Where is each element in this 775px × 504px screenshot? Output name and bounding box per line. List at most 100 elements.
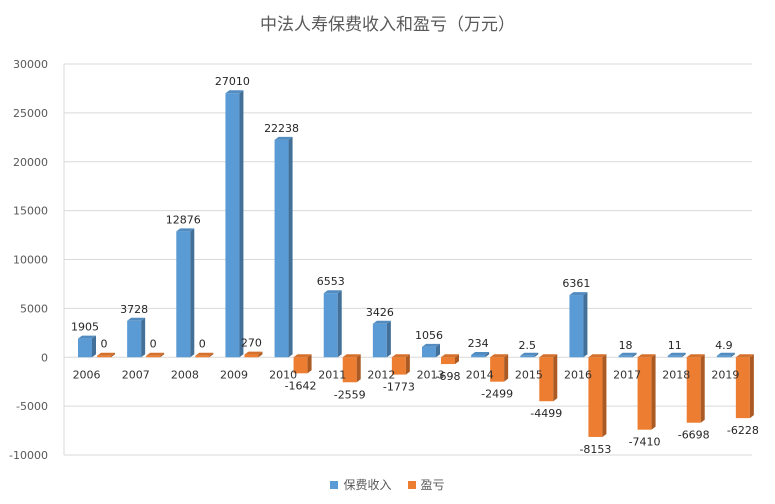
- bar-premium-front: [471, 354, 486, 358]
- y-tick-label: 5000: [20, 302, 48, 315]
- data-label-profit-loss: 0: [199, 337, 206, 350]
- bar-profit-loss-top: [146, 352, 165, 356]
- bar-profit-loss-side: [307, 354, 312, 374]
- data-label-profit-loss: 270: [241, 337, 262, 350]
- bar-premium-side: [386, 320, 391, 358]
- data-label-premium: 3728: [120, 303, 148, 316]
- bar-profit-loss-side: [356, 354, 361, 383]
- bar-premium-side: [583, 292, 588, 358]
- data-label-profit-loss: -2559: [334, 388, 366, 401]
- data-label-premium: 234: [468, 337, 489, 350]
- data-label-profit-loss: -6228: [727, 424, 759, 437]
- y-tick-label: 20000: [13, 156, 48, 169]
- data-label-profit-loss: -2499: [481, 388, 513, 401]
- bar-profit-loss-front: [342, 357, 357, 383]
- bar-profit-loss-side: [405, 354, 410, 375]
- bar-premium-front: [520, 355, 535, 358]
- y-tick-label: 0: [41, 351, 48, 364]
- data-label-premium: 18: [619, 339, 633, 352]
- bar-profit-loss-front: [146, 355, 161, 358]
- bar-premium-front: [667, 355, 682, 358]
- bar-premium-front: [372, 323, 387, 358]
- x-tick-label: 2010: [269, 368, 297, 381]
- data-label-profit-loss: -1642: [285, 379, 317, 392]
- x-tick-label: 2016: [564, 368, 592, 381]
- x-tick-label: 2019: [711, 368, 739, 381]
- x-tick-label: 2015: [515, 368, 543, 381]
- bar-profit-loss-front: [195, 355, 210, 358]
- data-label-premium: 6553: [317, 275, 345, 288]
- bar-premium-side: [730, 352, 735, 358]
- bar-profit-loss-side: [700, 354, 705, 423]
- data-label-profit-loss: -6698: [678, 429, 710, 442]
- bar-profit-loss-top: [342, 354, 361, 358]
- x-tick-label: 2013: [417, 368, 445, 381]
- bar-profit-loss-side: [651, 354, 656, 430]
- bar-premium-front: [176, 231, 191, 358]
- legend-swatch-premium: [330, 480, 339, 489]
- legend-item-profit-loss[interactable]: 盈亏: [407, 476, 445, 493]
- data-label-profit-loss: -698: [436, 370, 461, 383]
- y-tick-label: 15000: [13, 205, 48, 218]
- y-tick-label: -10000: [9, 449, 48, 462]
- bar-profit-loss-front: [490, 357, 505, 382]
- bar-premium-front: [225, 93, 240, 358]
- x-tick-label: 2006: [73, 368, 101, 381]
- legend-item-premium[interactable]: 保费收入: [330, 476, 392, 493]
- bar-premium-front: [618, 355, 633, 358]
- bar-premium-side: [485, 351, 490, 358]
- bar-premium-side: [141, 317, 146, 358]
- bar-premium-side: [190, 228, 195, 358]
- bar-premium-front: [569, 295, 584, 358]
- data-label-profit-loss: 0: [101, 337, 108, 350]
- legend-swatch-profit-loss: [407, 480, 416, 489]
- y-tick-label: -5000: [16, 400, 48, 413]
- data-label-profit-loss: -1773: [383, 381, 415, 394]
- data-label-premium: 11: [668, 339, 682, 352]
- data-label-premium: 4.9: [715, 339, 733, 352]
- x-tick-label: 2012: [367, 368, 395, 381]
- data-label-profit-loss: -7410: [629, 436, 661, 449]
- data-label-premium: 2.5: [519, 339, 537, 352]
- bar-premium-side: [337, 290, 342, 358]
- x-tick-label: 2008: [171, 368, 199, 381]
- y-tick-label: 25000: [13, 107, 48, 120]
- bar-premium-top: [372, 320, 391, 324]
- bar-premium-top: [127, 317, 146, 321]
- bar-profit-loss-top: [637, 354, 656, 358]
- bar-premium-front: [716, 355, 731, 358]
- legend-label-premium: 保费收入: [343, 478, 392, 492]
- y-tick-label: 10000: [13, 254, 48, 267]
- bar-profit-loss-side: [504, 354, 509, 382]
- bar-profit-loss-top: [97, 352, 115, 356]
- bar-premium-front: [422, 346, 436, 358]
- data-label-premium: 1905: [71, 321, 99, 334]
- bar-profit-loss-top: [441, 354, 459, 358]
- bar-profit-loss-side: [553, 354, 558, 402]
- bar-profit-loss-front: [588, 357, 603, 437]
- bar-profit-loss-top: [735, 354, 754, 358]
- bar-profit-loss-front: [391, 357, 406, 375]
- y-tick-label: 30000: [13, 58, 48, 71]
- bar-premium-top: [274, 136, 293, 140]
- bar-premium-top: [323, 290, 342, 294]
- bar-premium-side: [288, 136, 293, 358]
- bar-profit-loss-front: [686, 357, 701, 423]
- x-tick-label: 2018: [662, 368, 690, 381]
- bar-profit-loss-top: [686, 354, 705, 358]
- bar-premium-top: [78, 335, 96, 339]
- bar-profit-loss-top: [391, 354, 410, 358]
- bar-profit-loss-front: [441, 357, 455, 365]
- bar-profit-loss-front: [637, 357, 652, 430]
- bar-premium-side: [534, 352, 539, 358]
- bar-premium-top: [520, 352, 539, 356]
- bar-premium-side: [239, 90, 244, 358]
- chart-legend: 保费收入 盈亏: [0, 476, 775, 493]
- bar-premium-top: [618, 352, 637, 356]
- bar-profit-loss-side: [455, 354, 459, 365]
- bar-premium-front: [127, 320, 142, 358]
- bar-profit-loss-side: [111, 352, 115, 358]
- bar-premium-top: [176, 228, 195, 232]
- bar-profit-loss-top: [539, 354, 558, 358]
